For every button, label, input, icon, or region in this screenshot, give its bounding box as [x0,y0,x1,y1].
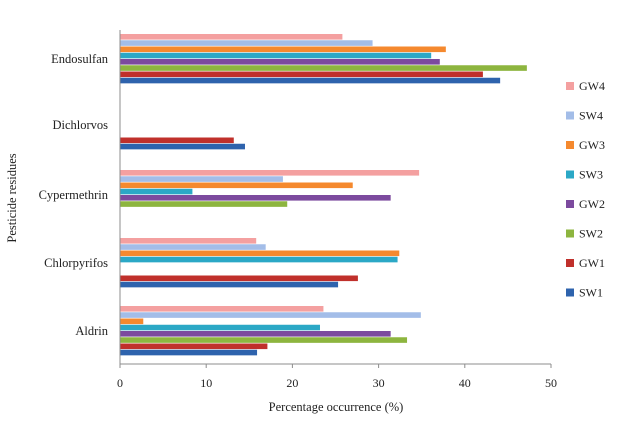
bar-aldrin-gw1 [120,343,268,350]
bar-aldrin-sw4 [120,312,421,318]
bar-aldrin-gw4 [120,306,324,312]
legend: GW4 SW4 GW3 SW3 GW2 SW2 GW1 SW1 [566,79,605,300]
bar-chlorpyrifos-gw3 [120,250,400,257]
bar-cypermethrin-sw2 [120,201,288,207]
bar-dichlorvos-sw1 [120,143,245,150]
legend-label-sw1: SW1 [579,286,603,300]
category-label-dichlorvos: Dichlorvos [52,118,108,132]
bar-cypermethrin-gw2 [120,195,391,201]
legend-label-sw3: SW3 [579,168,603,182]
legend-swatch-gw4 [566,82,574,90]
legend-swatch-gw1 [566,259,574,267]
bar-chlorpyrifos-gw1 [120,275,358,282]
legend-swatch-sw2 [566,229,574,238]
bar-endosulfan-gw1 [120,71,483,78]
bar-endosulfan-sw3 [120,52,432,59]
bars-layer [120,34,527,356]
category-label-aldrin: Aldrin [75,324,108,338]
bar-chlorpyrifos-sw4 [120,244,266,250]
legend-label-gw1: GW1 [579,256,605,270]
bar-aldrin-sw3 [120,324,320,331]
x-axis-title: Percentage occurrence (%) [269,400,404,414]
bar-aldrin-sw2 [120,337,408,343]
x-tick-label: 40 [459,376,471,390]
category-label-chlorpyrifos: Chlorpyrifos [44,256,108,270]
legend-swatch-gw3 [566,141,574,149]
bar-endosulfan-sw4 [120,40,373,46]
x-axis-ticks: 0 10 20 30 40 50 [117,364,557,390]
category-label-endosulfan: Endosulfan [51,52,109,66]
bar-endosulfan-sw2 [120,65,527,71]
x-tick-label: 0 [117,376,123,390]
bar-chlorpyrifos-sw1 [120,281,339,288]
x-tick-label: 20 [286,376,298,390]
legend-swatch-sw4 [566,111,574,120]
bar-cypermethrin-sw3 [120,188,193,195]
legend-swatch-sw1 [566,288,574,297]
legend-label-sw4: SW4 [579,109,603,123]
bar-chlorpyrifos-gw4 [120,238,257,244]
x-tick-label: 10 [200,376,212,390]
x-tick-label: 30 [373,376,385,390]
bar-dichlorvos-gw1 [120,137,234,144]
legend-label-sw2: SW2 [579,227,603,241]
category-labels: Endosulfan Dichlorvos Cypermethrin Chlorpyr… [39,52,109,338]
bar-cypermethrin-gw4 [120,170,420,176]
bar-cypermethrin-sw4 [120,176,283,182]
legend-swatch-sw3 [566,170,574,179]
bar-aldrin-sw1 [120,349,258,356]
bar-endosulfan-sw1 [120,77,501,84]
bar-chlorpyrifos-sw3 [120,256,398,263]
category-label-cypermethrin: Cypermethrin [39,188,109,202]
bar-aldrin-gw2 [120,331,391,337]
bar-endosulfan-gw3 [120,46,446,53]
y-axis-title: Pesticide residues [5,153,19,242]
bar-aldrin-gw3 [120,318,144,325]
bar-endosulfan-gw4 [120,34,343,40]
legend-label-gw2: GW2 [579,197,605,211]
legend-label-gw3: GW3 [579,138,605,152]
bar-cypermethrin-gw3 [120,182,353,189]
legend-label-gw4: GW4 [579,79,605,93]
bar-endosulfan-gw2 [120,59,440,65]
legend-swatch-gw2 [566,200,574,208]
x-tick-label: 50 [545,376,557,390]
